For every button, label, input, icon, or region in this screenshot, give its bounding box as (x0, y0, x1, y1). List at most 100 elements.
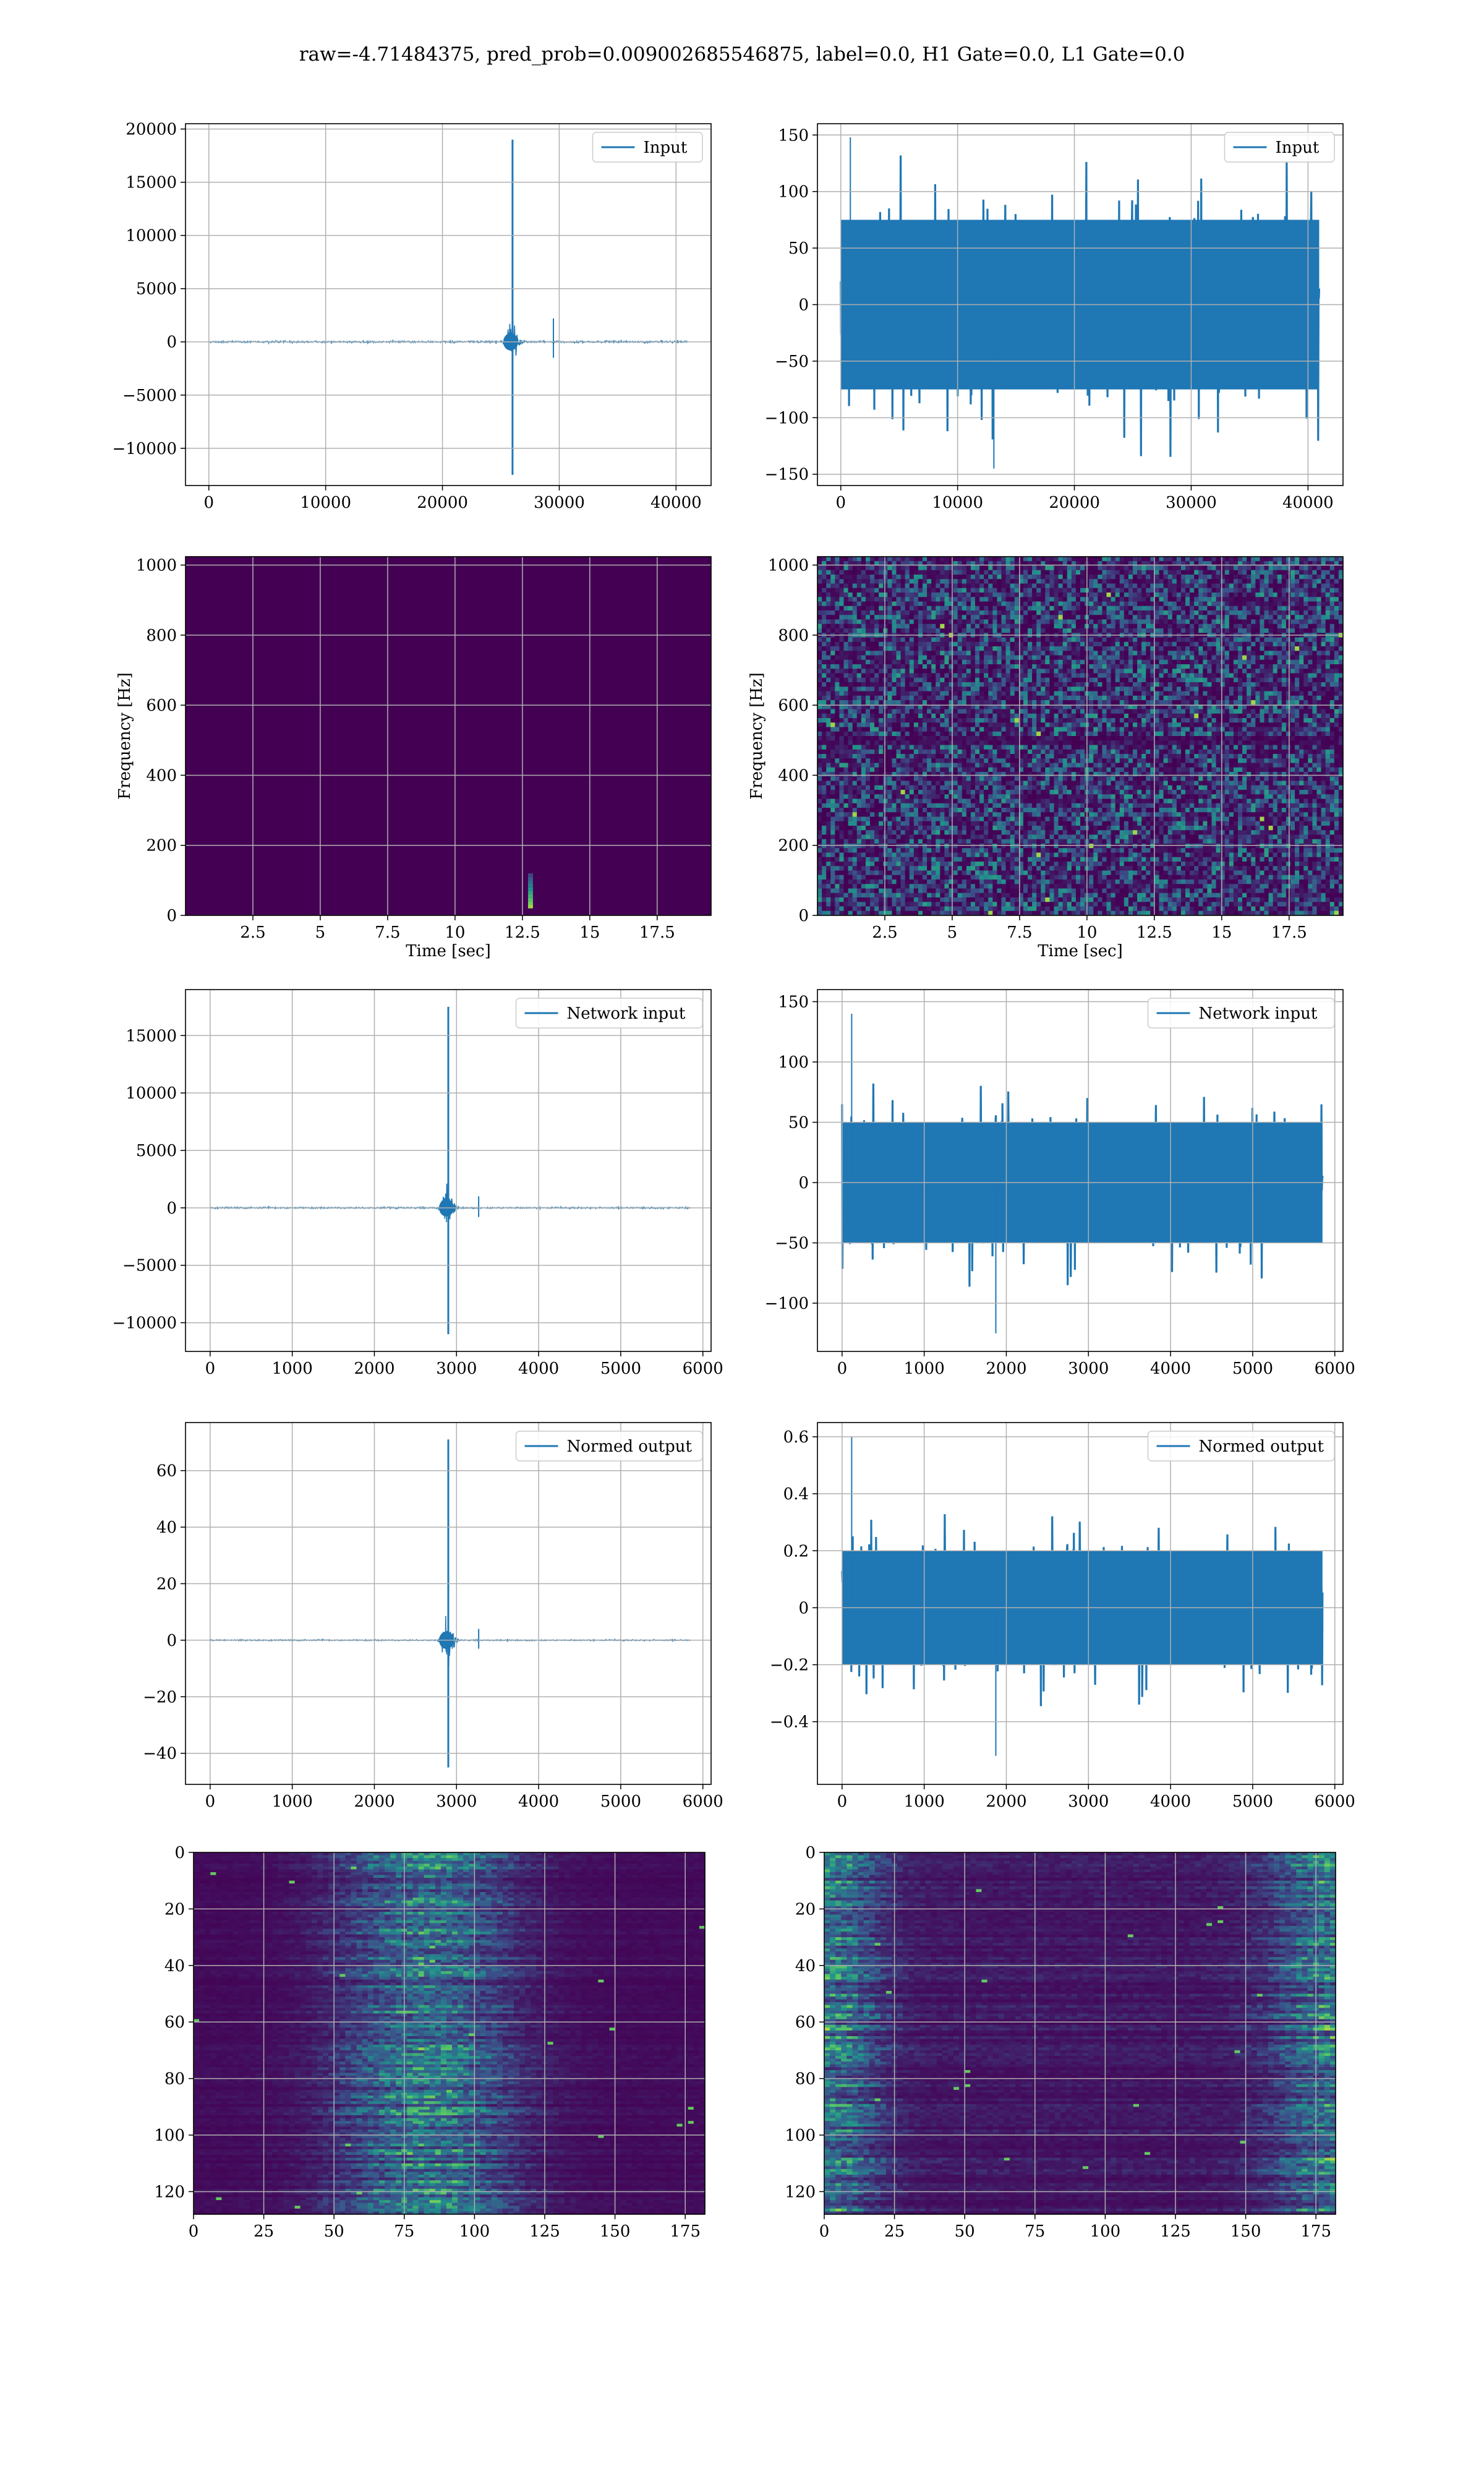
heatmap-cell (1255, 691, 1260, 696)
heatmap-cell (1115, 570, 1120, 575)
heatmap-cell (1120, 660, 1125, 665)
heatmap-cell (1269, 651, 1274, 656)
heatmap-cell (835, 588, 840, 593)
heatmap-cell (1032, 570, 1037, 575)
heatmap-cell (923, 597, 927, 602)
heatmap-cell (844, 570, 849, 575)
heatmap-cell (1312, 687, 1317, 691)
heatmap-cell (1111, 656, 1116, 661)
heatmap-cell (1225, 566, 1230, 571)
heatmap-cell (857, 615, 862, 620)
heatmap-cell (870, 682, 875, 687)
heatmap-cell (1277, 656, 1282, 661)
heatmap-cell (1120, 628, 1125, 633)
heatmap-cell (1264, 624, 1269, 629)
heatmap-cell (1216, 722, 1221, 727)
heatmap-cell (1015, 727, 1020, 732)
heatmap-cell (923, 678, 927, 683)
heatmap-cell (1273, 638, 1278, 643)
heatmap-cell (936, 579, 940, 584)
heatmap-cell (1049, 664, 1054, 669)
heatmap-cell (1120, 732, 1125, 737)
heatmap-cell (1063, 700, 1068, 705)
heatmap-cell (1041, 570, 1046, 575)
heatmap-cell (826, 660, 831, 665)
heatmap-cell (1251, 588, 1256, 593)
heatmap-cell (1269, 714, 1274, 719)
heatmap-cell (1238, 575, 1243, 580)
heatmap-cell (1133, 584, 1138, 589)
heatmap-cell (830, 718, 835, 723)
heatmap-cell (1098, 579, 1102, 584)
heatmap-cell (1010, 575, 1015, 580)
heatmap-cell (844, 588, 849, 593)
heatmap-cell (1059, 687, 1064, 691)
heatmap-cell (1212, 624, 1217, 629)
heatmap-cell (992, 722, 997, 727)
heatmap-cell (1264, 651, 1269, 656)
heatmap-cell (848, 610, 853, 615)
heatmap-cell (1212, 718, 1217, 723)
heatmap-cell (1023, 610, 1028, 615)
heatmap-cell (1036, 606, 1041, 611)
heatmap-cell (1076, 584, 1081, 589)
heatmap-cell (1137, 575, 1142, 580)
heatmap-cell (1282, 722, 1287, 727)
heatmap-cell (979, 584, 984, 589)
heatmap-cell (1049, 722, 1054, 727)
heatmap-cell (1133, 588, 1138, 593)
heatmap-cell (883, 642, 888, 647)
heatmap-cell (1023, 597, 1028, 602)
heatmap-cell (966, 628, 971, 633)
heatmap-cell (1015, 722, 1020, 727)
heatmap-cell (1290, 722, 1295, 727)
heatmap-cell (835, 615, 840, 620)
heatmap-cell (1238, 615, 1243, 620)
heatmap-cell (1177, 646, 1182, 651)
heatmap-cell (1238, 579, 1243, 584)
heatmap-cell (861, 606, 866, 611)
heatmap-cell (1010, 638, 1015, 643)
heatmap-cell (1141, 557, 1146, 562)
heatmap-cell (892, 575, 897, 580)
heatmap-cell (822, 736, 827, 741)
heatmap-cell (949, 651, 954, 656)
heatmap-cell (992, 610, 997, 615)
heatmap-cell (1334, 624, 1339, 629)
heatmap-cell (997, 624, 1002, 629)
heatmap-cell (817, 678, 822, 683)
heatmap-cell (1172, 575, 1177, 580)
heatmap-cell (1141, 579, 1146, 584)
heatmap-cell (1124, 628, 1129, 633)
heatmap-cell (1107, 664, 1112, 669)
heatmap-cell (1308, 593, 1313, 597)
heatmap-cell (992, 736, 997, 741)
heatmap-cell (914, 570, 919, 575)
heatmap-cell (1299, 606, 1304, 611)
heatmap-cell (897, 597, 902, 602)
heatmap-cell (1286, 678, 1291, 683)
heatmap-cell (1238, 593, 1243, 597)
heatmap-cell (1124, 593, 1129, 597)
heatmap-cell (979, 727, 984, 732)
heatmap-cell (1036, 602, 1041, 607)
heatmap-cell (1115, 628, 1120, 633)
heatmap-cell (936, 660, 940, 665)
heatmap-cell (1190, 700, 1195, 705)
heatmap-cell (1107, 669, 1112, 674)
heatmap-cell (1334, 566, 1339, 571)
heatmap-cell (874, 691, 879, 696)
heatmap-cell (958, 660, 963, 665)
heatmap-cell (1251, 638, 1256, 643)
heatmap-cell (1102, 620, 1107, 625)
heatmap-cell (839, 687, 844, 691)
heatmap-cell (1181, 624, 1186, 629)
heatmap-cell (861, 575, 866, 580)
heatmap-cell (1326, 678, 1331, 683)
heatmap-cell (1303, 642, 1308, 647)
heatmap-cell (910, 606, 915, 611)
heatmap-cell (1098, 624, 1102, 629)
heatmap-cell (1028, 602, 1033, 607)
heatmap-cell (830, 700, 835, 705)
heatmap-cell (1269, 732, 1274, 737)
